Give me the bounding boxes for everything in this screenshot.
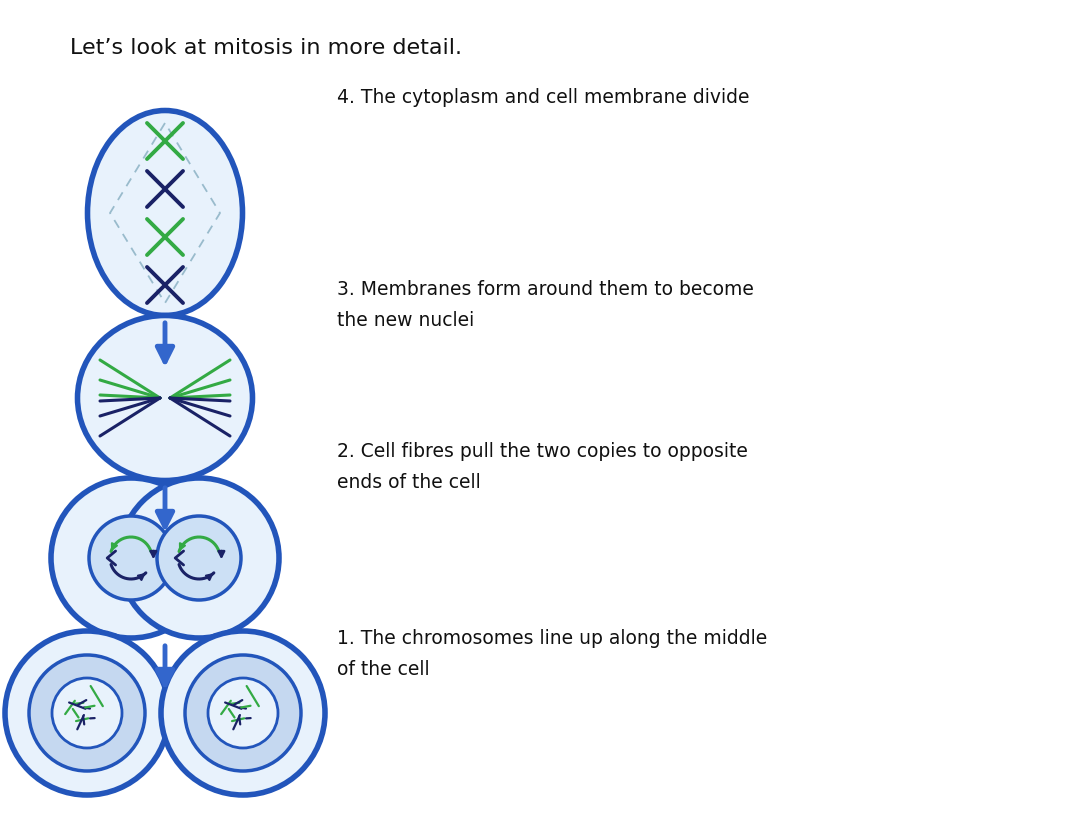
Circle shape xyxy=(208,678,278,748)
Circle shape xyxy=(5,631,168,795)
Ellipse shape xyxy=(77,315,252,480)
Circle shape xyxy=(157,516,241,600)
Text: 4. The cytoplasm and cell membrane divide: 4. The cytoplasm and cell membrane divid… xyxy=(337,88,749,107)
Circle shape xyxy=(185,655,301,771)
Text: Let’s look at mitosis in more detail.: Let’s look at mitosis in more detail. xyxy=(70,38,462,58)
Ellipse shape xyxy=(87,111,242,315)
Text: 3. Membranes form around them to become
the new nuclei: 3. Membranes form around them to become … xyxy=(337,280,754,330)
Circle shape xyxy=(161,631,325,795)
Circle shape xyxy=(89,516,173,600)
Text: 1. The chromosomes line up along the middle
of the cell: 1. The chromosomes line up along the mid… xyxy=(337,629,767,680)
Circle shape xyxy=(51,478,211,638)
Circle shape xyxy=(118,478,279,638)
Circle shape xyxy=(29,655,145,771)
Text: 2. Cell fibres pull the two copies to opposite
ends of the cell: 2. Cell fibres pull the two copies to op… xyxy=(337,442,748,493)
Circle shape xyxy=(52,678,122,748)
